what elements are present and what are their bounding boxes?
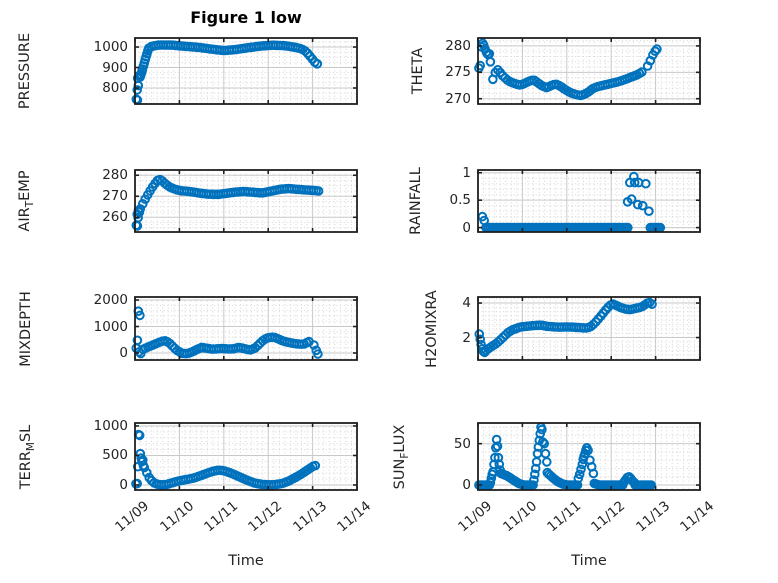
y-tick-label-h2omixra: 2 bbox=[462, 329, 471, 346]
y-axis-label-pressure: PRESSURE bbox=[17, 32, 33, 110]
x-tick-label: 11/10 bbox=[499, 498, 540, 536]
xaxis-label-right: Time bbox=[571, 553, 607, 569]
xaxis-label-left: Time bbox=[228, 553, 264, 569]
y-tick-label-pressure: 800 bbox=[102, 80, 128, 96]
y-tick-label-theta: 280 bbox=[445, 37, 471, 54]
rainfall-plot bbox=[477, 169, 701, 233]
y-axis-label-terr_msl: TERRMSL bbox=[18, 424, 37, 489]
x-tick-label: 11/13 bbox=[632, 498, 673, 536]
y-tick-label-terr_msl: 1000 bbox=[93, 417, 128, 434]
air-temp-plot bbox=[131, 169, 358, 233]
x-tick-label: 11/13 bbox=[289, 498, 330, 536]
y-tick-label-theta: 270 bbox=[445, 90, 471, 107]
y-tick-label-sun_flux: 50 bbox=[453, 435, 471, 452]
y-tick-label-air_temp: 280 bbox=[102, 167, 128, 184]
y-axis-label-h2omixra: H2OMIXRA bbox=[424, 289, 440, 368]
x-tick-label: 11/12 bbox=[588, 498, 629, 536]
x-tick-label: 11/11 bbox=[201, 498, 242, 536]
x-tick-label: 11/11 bbox=[544, 498, 585, 536]
y-tick-label-mixdepth: 1000 bbox=[93, 318, 128, 335]
theta-plot bbox=[474, 37, 701, 105]
y-tick-label-air_temp: 270 bbox=[102, 188, 128, 205]
y-axis-label-theta: THETA bbox=[410, 47, 426, 95]
y-tick-label-rainfall: 0.5 bbox=[449, 192, 471, 209]
y-tick-label-rainfall: 1 bbox=[462, 164, 471, 181]
y-tick-label-mixdepth: 0 bbox=[119, 344, 128, 361]
y-tick-label-pressure: 900 bbox=[102, 59, 128, 76]
x-tick-label: 11/14 bbox=[334, 498, 375, 536]
y-tick-label-h2omixra: 4 bbox=[462, 295, 471, 312]
y-tick-label-pressure: 1000 bbox=[93, 39, 128, 56]
x-tick-label: 11/10 bbox=[156, 498, 197, 536]
x-tick-label: 11/09 bbox=[455, 498, 496, 536]
y-axis-label-rainfall: RAINFALL bbox=[408, 167, 424, 235]
mixdepth-plot bbox=[131, 296, 358, 361]
y-tick-label-terr_msl: 500 bbox=[102, 447, 128, 464]
x-tick-label: 11/09 bbox=[112, 498, 153, 536]
terr-msl-plot bbox=[131, 422, 358, 491]
y-tick-label-sun_flux: 0 bbox=[462, 477, 471, 494]
y-tick-label-air_temp: 260 bbox=[102, 209, 128, 226]
pressure-plot bbox=[131, 37, 358, 105]
x-tick-label: 11/14 bbox=[677, 498, 718, 536]
y-axis-label-sun_flux: SUNFLUX bbox=[392, 424, 411, 489]
figure-title: Figure 1 low bbox=[190, 8, 302, 27]
y-tick-label-mixdepth: 2000 bbox=[93, 292, 128, 309]
y-axis-label-air_temp: AIRTEMP bbox=[17, 170, 36, 232]
y-axis-label-mixdepth: MIXDEPTH bbox=[18, 290, 34, 367]
y-tick-label-terr_msl: 0 bbox=[119, 476, 128, 493]
sun-flux-plot bbox=[474, 422, 701, 491]
x-tick-label: 11/12 bbox=[245, 498, 286, 536]
y-tick-label-theta: 275 bbox=[445, 64, 471, 81]
h2omixra-plot bbox=[474, 296, 701, 361]
y-tick-label-rainfall: 0 bbox=[462, 219, 471, 236]
